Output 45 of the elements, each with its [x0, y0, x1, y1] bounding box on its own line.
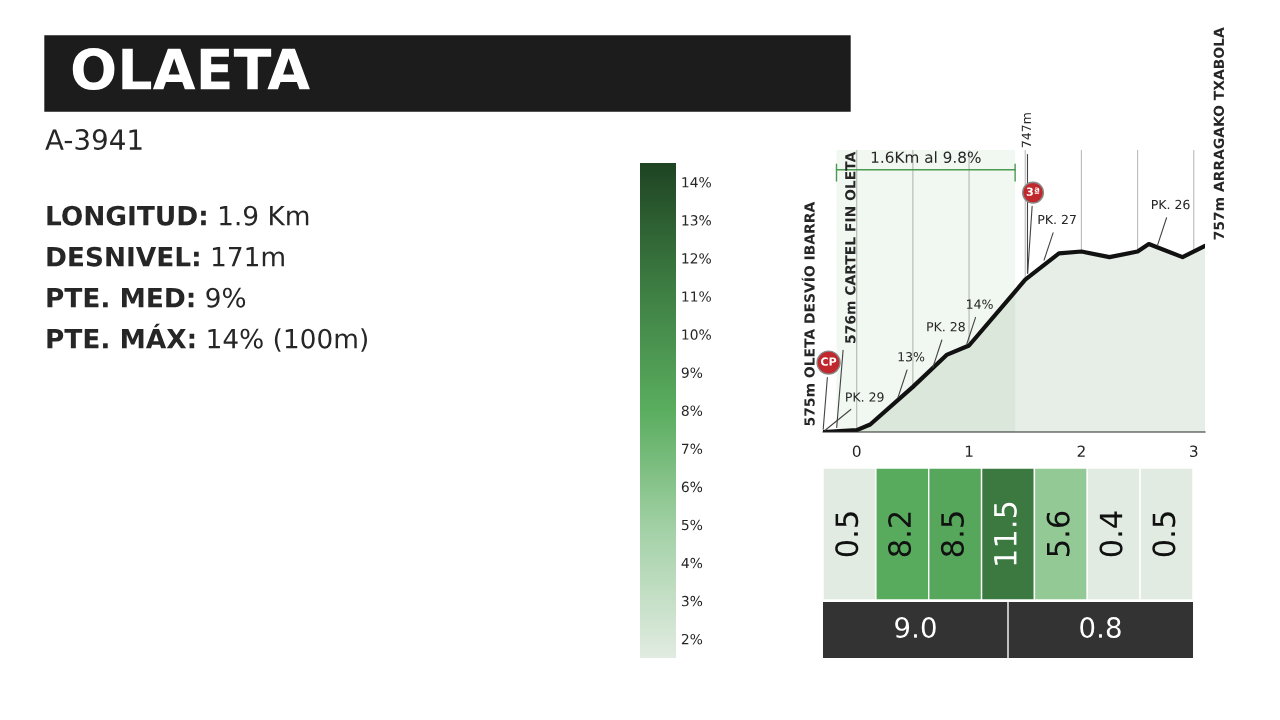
annotation: PK. 26: [1152, 199, 1190, 210]
color-bar-label: 7%: [682, 443, 703, 455]
text: 0.8: [1080, 617, 1121, 639]
text: PTE. MED: 9%: [47, 287, 246, 308]
annotation: 575m OLETA DESVÍO IBARRA: [801, 201, 815, 426]
color-bar-label: 12%: [682, 253, 711, 264]
color-bar-label: 10%: [682, 329, 711, 340]
color-bar-label: 6%: [681, 481, 703, 493]
x-tick-label: 2: [1077, 445, 1085, 457]
color-bar-label: 8%: [681, 405, 703, 416]
annotation: 13%: [898, 352, 925, 362]
text: 9.0: [895, 617, 936, 639]
color-bar-label: 3%: [681, 595, 703, 607]
annotation: 14%: [967, 299, 993, 309]
color-bar-label: 9%: [681, 367, 703, 378]
color-bar-label: 2%: [681, 633, 703, 645]
data-label: 0.5: [1152, 512, 1176, 557]
data-label: 8.2: [888, 512, 912, 557]
color-bar-label: 11%: [682, 291, 711, 302]
annotation: CP: [820, 357, 837, 366]
band-label: 1.6Km al 9.8%: [871, 151, 981, 164]
data-label: 0.5: [835, 512, 859, 557]
annotation: 757m ARRAGAKO TXABOLA: [1213, 27, 1225, 240]
text: LONGITUD: 1.9 Km: [47, 205, 309, 226]
text: OLAETA: [72, 48, 310, 91]
color-bar-label: 4%: [681, 557, 703, 569]
data-label: 5.6: [1046, 511, 1070, 556]
x-tick-label: 0: [852, 445, 861, 458]
text: PTE. MÁX: 14% (100m): [47, 323, 367, 352]
color-bar-label: 13%: [682, 215, 711, 226]
text: DESNIVEL: 171m: [47, 246, 284, 267]
annotation: 3ª: [1026, 187, 1040, 196]
annotation: 747m: [1021, 113, 1031, 148]
data-label: 8.5: [940, 512, 965, 557]
data-label: 0.4: [1099, 511, 1123, 557]
text: A-3941: [45, 129, 142, 151]
annotation: PK. 28: [927, 321, 965, 332]
annotation: PK. 27: [1038, 214, 1076, 225]
x-tick-label: 1: [965, 445, 973, 457]
color-bar-label: 14%: [682, 177, 711, 188]
annotation: 576m CARTEL FIN OLETA: [845, 151, 856, 343]
color-bar-label: 5%: [681, 519, 703, 531]
data-label: 11.5: [994, 502, 1017, 565]
annotation: PK. 29: [846, 392, 884, 402]
x-tick-label: 3: [1190, 445, 1198, 458]
